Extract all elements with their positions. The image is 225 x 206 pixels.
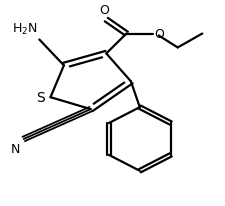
Text: S: S <box>36 91 45 105</box>
Text: O: O <box>154 28 163 41</box>
Text: N: N <box>11 143 20 156</box>
Text: O: O <box>99 4 108 17</box>
Text: H$_2$N: H$_2$N <box>11 21 37 36</box>
